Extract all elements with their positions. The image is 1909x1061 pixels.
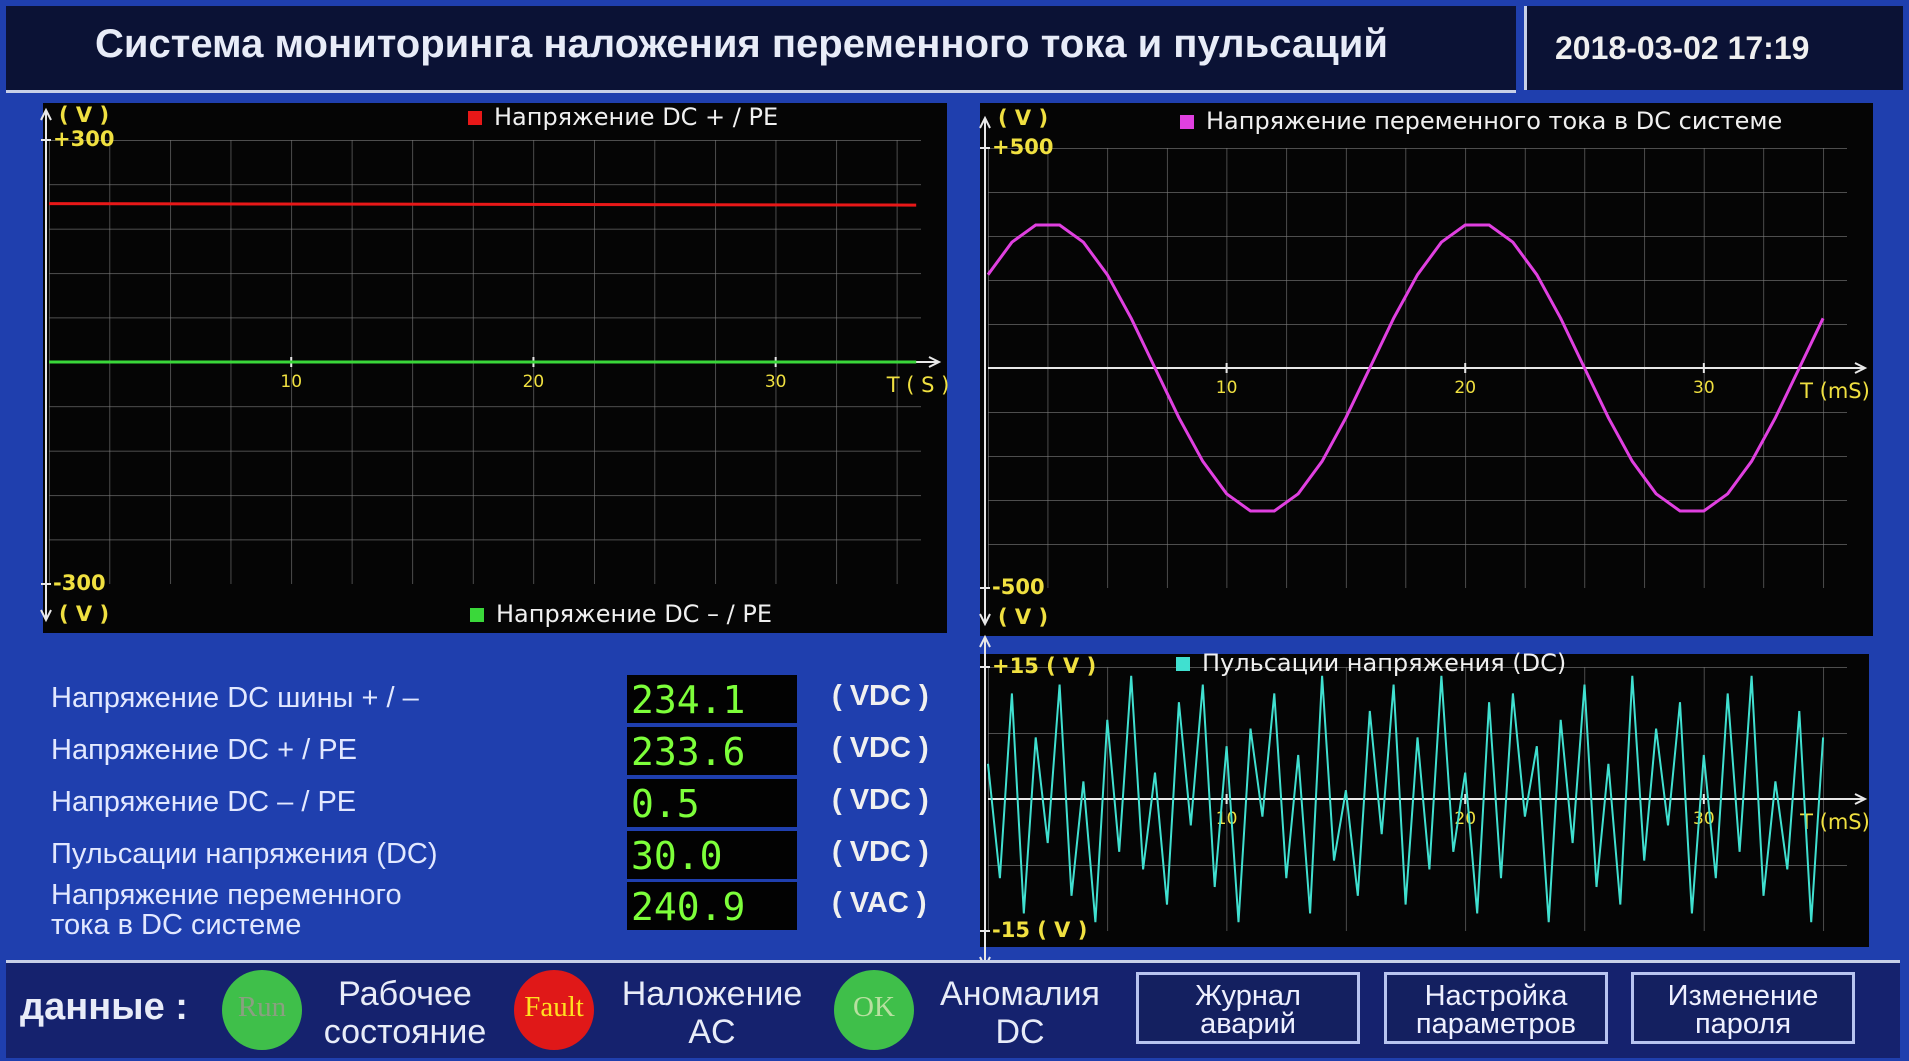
indicator-label: Рабочее: [338, 975, 472, 1013]
x-axis-arrow: [928, 356, 942, 368]
legend-swatch: [470, 608, 484, 622]
readout-unit: ( VDC ): [832, 836, 929, 868]
y-axis-label: ( V ): [59, 103, 109, 127]
menu-button[interactable]: Журнал аварий: [1136, 972, 1360, 1044]
readout-value: 240.9: [631, 885, 746, 929]
readout-value-box: [627, 727, 797, 775]
indicator-lamp: [222, 970, 302, 1050]
indicator-label: Наложение: [621, 975, 803, 1013]
series-line: [987, 675, 1825, 923]
status-label: данные :: [20, 986, 188, 1028]
y-tick-label: -500: [992, 575, 1045, 599]
readout-value-box: [627, 675, 797, 723]
readout-value-box: [627, 882, 797, 930]
y-tick-label: +15 ( V ): [992, 654, 1096, 678]
x-tick-label: 30: [1693, 378, 1715, 398]
readout-label: тока в DC системе: [51, 909, 302, 941]
y-tick-label: -300: [53, 571, 106, 595]
y-axis-label: ( V ): [998, 106, 1048, 130]
y-tick-label: -15 ( V ): [992, 918, 1087, 942]
readout-value: 30.0: [631, 834, 723, 878]
readout-unit: ( VDC ): [832, 784, 929, 816]
readout-value-box: [627, 831, 797, 879]
y-axis-label: ( V ): [59, 602, 109, 626]
indicator-icon: Fault: [524, 991, 584, 1023]
title-bar: [6, 6, 1516, 93]
menu-button-label: аварий: [1200, 1008, 1296, 1040]
x-axis-arrow: [1854, 793, 1868, 805]
readout-unit: ( VDC ): [832, 732, 929, 764]
menu-button-label: Настройка: [1424, 980, 1568, 1012]
readout-label: Напряжение DC шины + / –: [51, 682, 419, 714]
legend-label: Напряжение DC + / PE: [494, 103, 778, 131]
y-axis-arrow: [40, 107, 52, 623]
x-tick-label: 10: [1216, 378, 1238, 398]
indicator-label: состояние: [323, 1013, 487, 1051]
x-tick-label: 20: [1454, 378, 1476, 398]
indicator-label: DC: [995, 1013, 1045, 1051]
readout-value: 0.5: [631, 782, 700, 826]
legend-swatch: [1180, 115, 1194, 129]
readout-unit: ( VAC ): [832, 887, 927, 919]
x-tick-label: 10: [280, 372, 302, 392]
menu-button-label: Изменение: [1667, 980, 1819, 1012]
indicator-lamp: [834, 970, 914, 1050]
readout-value: 233.6: [631, 730, 746, 774]
menu-button-label: Журнал: [1195, 980, 1301, 1012]
readout-label: Напряжение DC – / PE: [51, 786, 357, 818]
readout-label: Напряжение DC + / PE: [51, 734, 357, 766]
datetime: 2018-03-02 17:19: [1555, 30, 1810, 66]
menu-button[interactable]: Изменение пароля: [1631, 972, 1855, 1044]
x-tick-label: 30: [765, 372, 787, 392]
legend-label: Напряжение переменного тока в DC системе: [1206, 107, 1782, 135]
y-tick-label: +500: [992, 135, 1053, 159]
indicator-label: AC: [688, 1013, 736, 1051]
x-axis-label: T (mS): [1799, 810, 1870, 834]
series-line: [986, 223, 1825, 513]
title: Система мониторинга наложения переменног…: [95, 22, 1388, 66]
x-axis-label: T (mS): [1799, 379, 1870, 403]
legend-label: Пульсации напряжения (DC): [1202, 649, 1566, 677]
readout-label: Напряжение переменного: [51, 879, 402, 911]
readout-label: Пульсации напряжения (DC): [51, 838, 438, 870]
indicator-icon: OK: [853, 991, 895, 1023]
readout-value: 234.1: [631, 678, 746, 722]
indicator-label: Аномалия: [940, 975, 1100, 1013]
legend-swatch: [1176, 657, 1190, 671]
x-axis-label: T ( S ): [886, 373, 950, 397]
readout-unit: ( VDC ): [832, 680, 929, 712]
indicator-lamp: [514, 970, 594, 1050]
legend-swatch: [468, 111, 482, 125]
series-line: [48, 202, 917, 207]
y-axis-label: ( V ): [998, 605, 1048, 629]
indicator-icon: Run: [237, 991, 287, 1023]
menu-button[interactable]: Настройка параметров: [1384, 972, 1608, 1044]
datetime-box: [1524, 6, 1903, 90]
x-axis-arrow: [1854, 362, 1868, 374]
menu-button-label: пароля: [1694, 1008, 1792, 1040]
legend-label: Напряжение DC – / PE: [496, 600, 772, 628]
menu-button-label: параметров: [1415, 1008, 1577, 1040]
y-tick-label: +300: [53, 127, 114, 151]
x-tick-label: 20: [523, 372, 545, 392]
readout-value-box: [627, 779, 797, 827]
y-axis-arrow: [979, 115, 991, 627]
